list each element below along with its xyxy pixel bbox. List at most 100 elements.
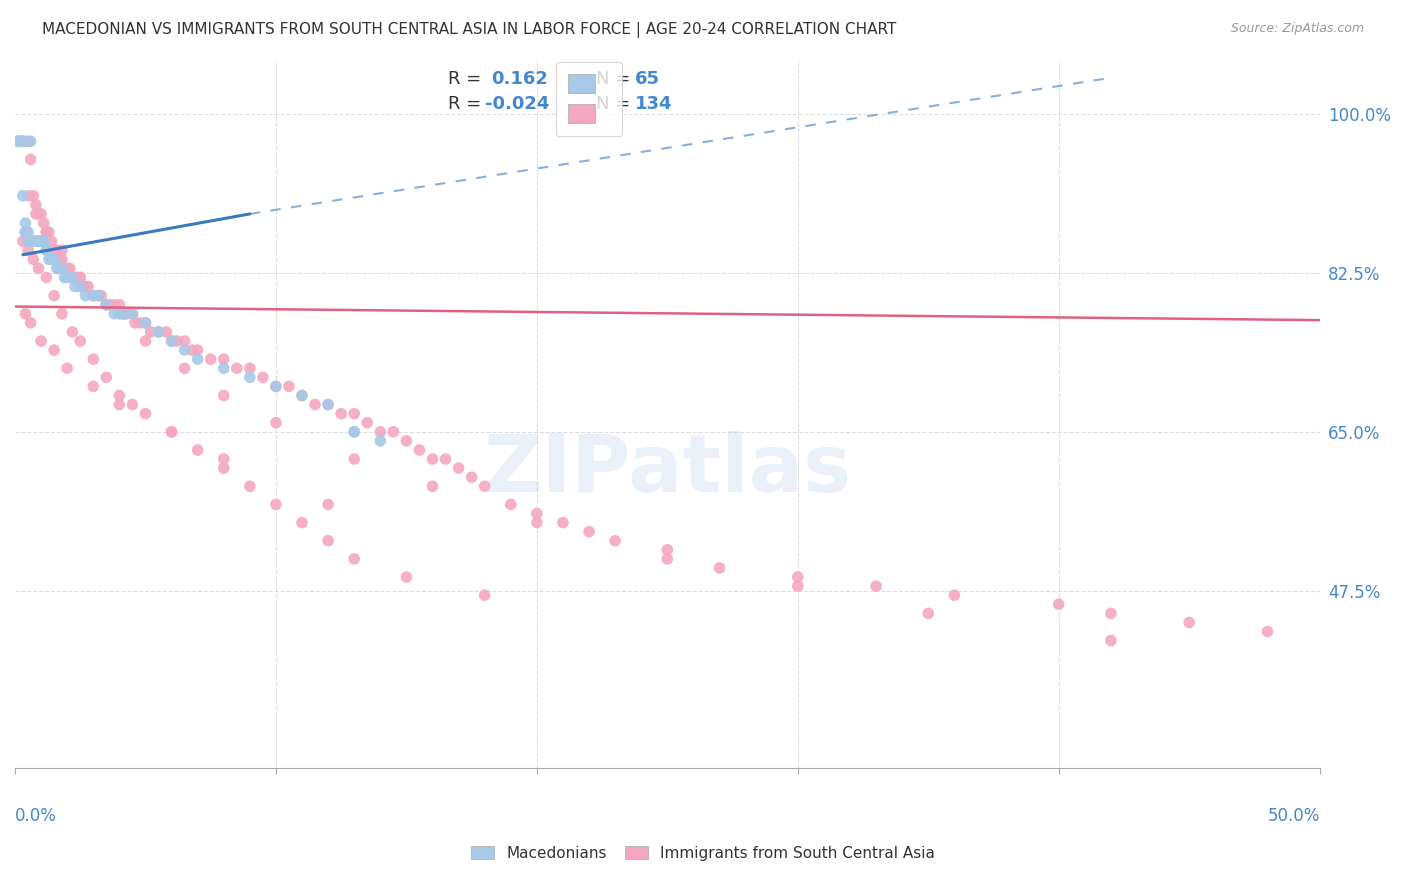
Point [212, 388, 235, 402]
Point [51, 244, 73, 258]
Point [69, 334, 91, 348]
Point [20, 134, 42, 148]
Point [25, 207, 48, 221]
Point [343, 425, 366, 439]
Point [786, 579, 808, 593]
Point [121, 307, 143, 321]
Point [160, 425, 183, 439]
Point [56, 361, 79, 376]
Point [7, 134, 30, 148]
Point [51, 261, 73, 276]
Point [22, 188, 45, 202]
Point [17, 188, 39, 202]
Point [343, 552, 366, 566]
Point [63, 270, 86, 285]
Point [8, 134, 31, 148]
Point [7, 134, 30, 148]
Point [82, 288, 104, 302]
Point [17, 134, 39, 148]
Point [30, 207, 52, 221]
Point [38, 252, 60, 267]
Point [187, 442, 209, 457]
Point [44, 252, 66, 267]
Point [1178, 615, 1201, 630]
Point [187, 343, 209, 357]
Text: N =: N = [596, 70, 630, 88]
Point [786, 570, 808, 584]
Point [22, 252, 45, 267]
Point [17, 244, 39, 258]
Point [605, 533, 627, 548]
Point [343, 407, 366, 421]
Point [32, 234, 55, 248]
Point [59, 270, 82, 285]
Point [657, 542, 679, 557]
Point [291, 516, 314, 530]
Point [11, 134, 34, 148]
Point [108, 298, 131, 312]
Point [87, 288, 110, 302]
Point [368, 434, 391, 448]
Point [25, 198, 48, 212]
Point [45, 244, 67, 258]
Point [11, 188, 34, 202]
Point [44, 343, 66, 357]
Point [134, 316, 156, 330]
Point [11, 134, 34, 148]
Point [32, 234, 55, 248]
Point [155, 325, 177, 339]
Text: R =: R = [449, 95, 481, 113]
Point [35, 244, 58, 258]
Point [264, 379, 287, 393]
Point [27, 234, 49, 248]
Point [304, 398, 326, 412]
Point [22, 234, 45, 248]
Point [103, 298, 125, 312]
Point [25, 234, 48, 248]
Point [943, 588, 966, 602]
Point [173, 361, 195, 376]
Point [239, 479, 262, 493]
Point [212, 352, 235, 367]
Point [408, 442, 430, 457]
Point [77, 279, 100, 293]
Point [41, 252, 63, 267]
Point [356, 416, 378, 430]
Point [59, 261, 82, 276]
Point [134, 407, 156, 421]
Point [264, 498, 287, 512]
Point [474, 588, 496, 602]
Point [82, 352, 104, 367]
Point [212, 452, 235, 467]
Point [291, 388, 314, 402]
Point [917, 607, 939, 621]
Point [60, 325, 83, 339]
Point [160, 334, 183, 348]
Point [291, 388, 314, 402]
Point [69, 270, 91, 285]
Point [316, 498, 339, 512]
Point [44, 288, 66, 302]
Point [395, 434, 418, 448]
Point [173, 334, 195, 348]
Point [422, 452, 444, 467]
Point [44, 244, 66, 258]
Point [11, 234, 34, 248]
Point [30, 334, 52, 348]
Point [14, 134, 37, 148]
Point [44, 252, 66, 267]
Text: Source: ZipAtlas.com: Source: ZipAtlas.com [1230, 22, 1364, 36]
Point [51, 307, 73, 321]
Point [422, 479, 444, 493]
Point [35, 270, 58, 285]
Point [14, 307, 37, 321]
Point [82, 379, 104, 393]
Point [447, 461, 470, 475]
Point [1099, 633, 1122, 648]
Point [38, 225, 60, 239]
Point [526, 507, 548, 521]
Point [103, 307, 125, 321]
Point [114, 307, 136, 321]
Point [27, 261, 49, 276]
Point [97, 298, 120, 312]
